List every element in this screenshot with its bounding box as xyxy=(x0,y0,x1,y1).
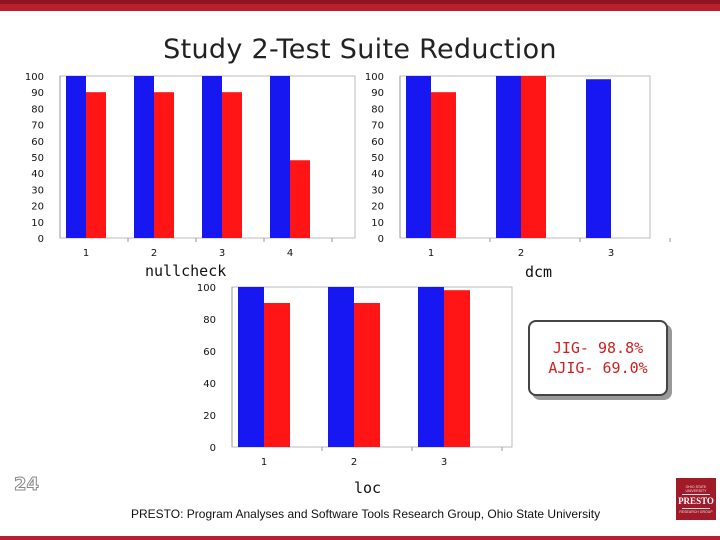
bar xyxy=(202,76,222,238)
x-tick-label: 1 xyxy=(428,248,434,259)
top-bar xyxy=(0,0,720,11)
x-tick-label: 2 xyxy=(151,248,157,259)
y-tick-label: 100 xyxy=(365,72,384,83)
y-tick-label: 40 xyxy=(31,169,44,180)
x-tick-label: 2 xyxy=(351,457,357,468)
bar xyxy=(354,303,380,447)
x-tick-label: 1 xyxy=(261,457,267,468)
bar xyxy=(222,92,242,238)
y-tick-label: 70 xyxy=(31,121,44,132)
x-tick-label: 3 xyxy=(219,248,225,259)
logo-bottom-text: RESEARCH GROUP xyxy=(679,509,713,514)
y-tick-label: 90 xyxy=(371,88,384,99)
logo-main-text: PRESTO xyxy=(678,495,714,506)
bar xyxy=(586,79,611,239)
y-tick-label: 60 xyxy=(371,137,384,148)
bar xyxy=(521,76,546,238)
dcm-chart-label: dcm xyxy=(525,263,553,281)
bar xyxy=(496,76,521,238)
presto-logo: OHIO STATE UNIVERSITY PRESTO RESEARCH GR… xyxy=(676,478,716,520)
x-tick-label: 4 xyxy=(287,248,293,259)
y-tick-label: 100 xyxy=(25,72,44,83)
y-tick-label: 40 xyxy=(203,379,216,390)
y-tick-label: 60 xyxy=(31,137,44,148)
y-tick-label: 20 xyxy=(371,202,384,213)
bar xyxy=(270,76,290,238)
bar xyxy=(444,290,470,447)
bar xyxy=(406,76,431,238)
bar xyxy=(264,303,290,447)
dcm-chart: 0 10 20 30 40 50 60 70 80 90 100 1 2 3 xyxy=(365,72,671,259)
bar xyxy=(328,287,354,447)
y-tick-label: 40 xyxy=(371,169,384,180)
x-tick-label: 3 xyxy=(608,248,614,259)
bar xyxy=(86,92,106,238)
y-tick-label: 10 xyxy=(31,218,44,229)
y-tick-label: 0 xyxy=(210,443,216,454)
logo-top-text: OHIO STATE UNIVERSITY xyxy=(685,484,707,493)
y-tick-label: 0 xyxy=(378,234,384,245)
y-tick-label: 30 xyxy=(371,185,384,196)
nullcheck-chart: 0 10 20 30 40 50 60 70 80 90 100 1 2 3 4 xyxy=(25,72,356,259)
bar xyxy=(154,92,174,238)
y-tick-label: 80 xyxy=(371,104,384,115)
bar xyxy=(418,287,444,447)
loc-chart-label: loc xyxy=(354,479,382,497)
loc-chart: 0 20 40 60 80 100 1 2 3 xyxy=(197,283,513,468)
bar xyxy=(290,160,310,238)
y-tick-label: 50 xyxy=(371,153,384,164)
y-tick-label: 0 xyxy=(38,234,44,245)
y-tick-label: 30 xyxy=(31,185,44,196)
y-tick-label: 20 xyxy=(31,202,44,213)
y-tick-label: 100 xyxy=(197,283,216,294)
bottom-bar xyxy=(0,536,720,540)
bar xyxy=(66,76,86,238)
bar xyxy=(134,76,154,238)
y-tick-label: 90 xyxy=(31,88,44,99)
y-tick-label: 70 xyxy=(371,121,384,132)
jig-ajig-note: JIG- 98.8% AJIG- 69.0% xyxy=(528,320,668,396)
y-tick-label: 50 xyxy=(31,153,44,164)
y-tick-label: 80 xyxy=(203,315,216,326)
x-tick-label: 2 xyxy=(518,248,524,259)
ajig-value: AJIG- 69.0% xyxy=(548,359,648,377)
y-tick-label: 10 xyxy=(371,218,384,229)
y-tick-label: 20 xyxy=(203,411,216,422)
slide-number: 24 xyxy=(13,474,40,496)
footer-text: PRESTO: Program Analyses and Software To… xyxy=(131,507,601,521)
bar xyxy=(238,287,264,447)
y-tick-label: 60 xyxy=(203,347,216,358)
slide-title: Study 2-Test Suite Reduction xyxy=(163,34,557,65)
nullcheck-chart-label: nullcheck xyxy=(145,262,227,280)
y-tick-label: 80 xyxy=(31,104,44,115)
x-tick-label: 3 xyxy=(441,457,447,468)
bar xyxy=(431,92,456,238)
x-tick-label: 1 xyxy=(83,248,89,259)
jig-value: JIG- 98.8% xyxy=(552,339,644,357)
